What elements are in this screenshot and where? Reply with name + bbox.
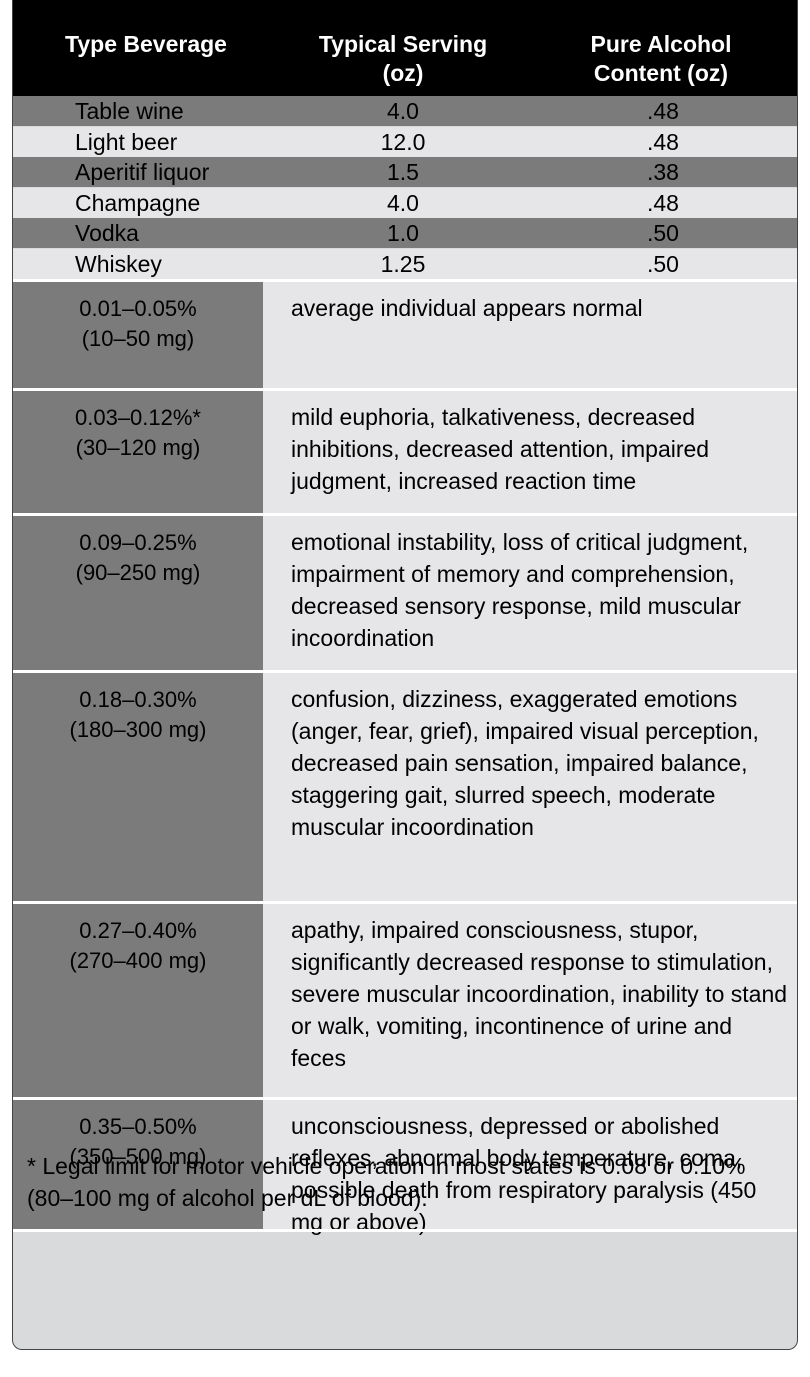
bac-effects-cell: average individual appears normal xyxy=(263,280,797,389)
beverage-alcohol: .48 xyxy=(647,189,679,216)
bac-effects-text: apathy, impaired consciousness, stupor, … xyxy=(291,917,788,1071)
row-divider xyxy=(13,513,797,516)
bac-level-cell: 0.01–0.05% (10–50 mg) xyxy=(13,280,263,389)
beverage-alcohol: .50 xyxy=(647,220,679,246)
bac-mg: (30–120 mg) xyxy=(75,435,201,460)
bac-level-cell: 0.09–0.25% (90–250 mg) xyxy=(13,514,263,671)
table-row: Aperitif liquor 1.5 .38 xyxy=(13,157,797,187)
beverage-alcohol: .50 xyxy=(647,250,679,277)
bac-mg: (90–250 mg) xyxy=(75,560,201,585)
row-divider xyxy=(13,279,797,282)
bac-mg: (10–50 mg) xyxy=(81,326,195,351)
bac-effects-text: unconsciousness, depressed or abolished … xyxy=(291,1113,757,1235)
beverage-alcohol: .48 xyxy=(647,128,679,155)
bac-effects-cell: apathy, impaired consciousness, stupor, … xyxy=(263,902,797,1098)
bac-percent: 0.27–0.40% xyxy=(79,918,197,943)
bac-mg: (350–500 mg) xyxy=(69,1144,207,1169)
bac-level-cell: 0.27–0.40% (270–400 mg) xyxy=(13,902,263,1098)
bac-percent: 0.09–0.25% xyxy=(79,530,197,555)
bac-level-text: 0.09–0.25% (90–250 mg) xyxy=(13,514,263,588)
bac-effects-cell: emotional instability, loss of critical … xyxy=(263,514,797,671)
beverage-type: Vodka xyxy=(75,220,139,246)
beverage-serving: 1.5 xyxy=(387,159,419,185)
beverage-serving: 12.0 xyxy=(380,128,426,155)
beverage-serving: 1.25 xyxy=(380,250,426,277)
beverage-type: Table wine xyxy=(75,98,184,124)
row-divider xyxy=(13,1229,797,1232)
beverage-type: Whiskey xyxy=(75,250,162,277)
table-row: Table wine 4.0 .48 xyxy=(13,96,797,126)
bac-effects-text: average individual appears normal xyxy=(291,295,643,321)
beverage-serving: 1.0 xyxy=(387,220,419,246)
bac-level-cell: 0.35–0.50% (350–500 mg) xyxy=(13,1098,263,1230)
bac-level-text: 0.35–0.50% (350–500 mg) xyxy=(13,1098,263,1172)
beverage-serving: 4.0 xyxy=(387,98,419,124)
header-type-beverage: Type Beverage xyxy=(65,31,227,57)
table-row: Whiskey 1.25 .50 xyxy=(13,248,797,279)
row-divider xyxy=(13,388,797,391)
beverage-alcohol: .38 xyxy=(647,159,679,185)
beverage-type: Aperitif liquor xyxy=(75,159,210,185)
beverage-alcohol: .48 xyxy=(647,98,679,124)
header-pure-alcohol: Pure Alcohol Content (oz) xyxy=(590,31,732,86)
alcohol-table-card: Type Beverage Typical Serving (oz) Pure … xyxy=(12,0,798,1350)
bac-percent: 0.03–0.12%* xyxy=(75,405,201,430)
bac-level-text: 0.18–0.30% (180–300 mg) xyxy=(13,671,263,745)
row-divider xyxy=(13,901,797,904)
table-row: Light beer 12.0 .48 xyxy=(13,126,797,157)
bac-level-text: 0.27–0.40% (270–400 mg) xyxy=(13,902,263,976)
beverage-type: Champagne xyxy=(75,189,201,216)
beverage-serving: 4.0 xyxy=(387,189,419,216)
beverage-type: Light beer xyxy=(75,128,178,155)
bac-effects-text: emotional instability, loss of critical … xyxy=(291,529,749,651)
table-header: Type Beverage Typical Serving (oz) Pure … xyxy=(13,0,797,96)
table-row: Champagne 4.0 .48 xyxy=(13,187,797,218)
bac-level-cell: 0.18–0.30% (180–300 mg) xyxy=(13,671,263,902)
footnote: * Legal limit for motor vehicle operatio… xyxy=(27,1153,746,1211)
bac-effects-text: confusion, dizziness, exaggerated emotio… xyxy=(291,686,759,840)
header-typical-serving: Typical Serving (oz) xyxy=(318,31,488,86)
bac-percent: 0.18–0.30% xyxy=(79,687,197,712)
bac-level-text: 0.03–0.12%* (30–120 mg) xyxy=(13,389,263,463)
bac-effects-cell: confusion, dizziness, exaggerated emotio… xyxy=(263,671,797,902)
bac-effects-cell: unconsciousness, depressed or abolished … xyxy=(263,1098,797,1235)
bac-effects-text: mild euphoria, talkativeness, decreased … xyxy=(291,404,710,494)
bac-level-cell: 0.03–0.12%* (30–120 mg) xyxy=(13,389,263,514)
bac-level-text: 0.01–0.05% (10–50 mg) xyxy=(13,280,263,354)
table-row: Vodka 1.0 .50 xyxy=(13,218,797,248)
bac-effects-cell: mild euphoria, talkativeness, decreased … xyxy=(263,389,797,514)
row-divider xyxy=(13,670,797,673)
bac-percent: 0.35–0.50% xyxy=(79,1114,197,1139)
bac-percent: 0.01–0.05% xyxy=(79,296,197,321)
row-divider xyxy=(13,1097,797,1100)
bac-mg: (180–300 mg) xyxy=(69,717,207,742)
bac-mg: (270–400 mg) xyxy=(69,948,207,973)
